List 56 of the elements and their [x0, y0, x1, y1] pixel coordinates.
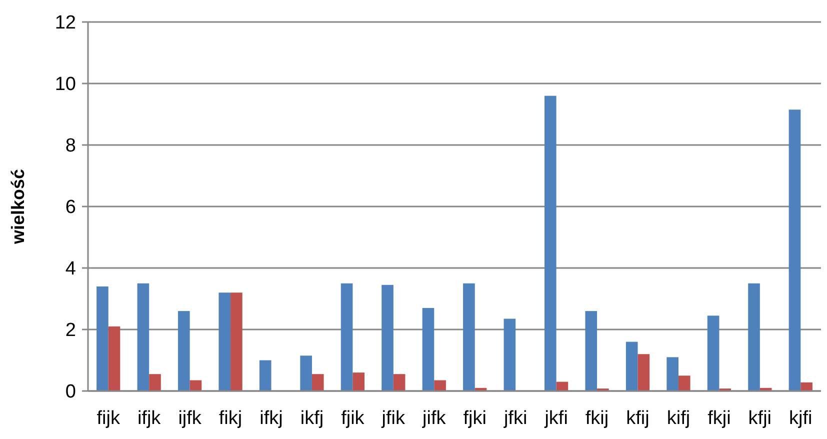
x-tick-label: fijk	[96, 408, 120, 429]
x-tick-label: ijfk	[178, 408, 202, 429]
bar	[463, 283, 475, 391]
y-tick-label: 4	[65, 258, 76, 280]
bar	[300, 356, 312, 391]
x-tick-label: ikfj	[300, 408, 324, 429]
bar	[638, 354, 650, 391]
y-tick-label: 2	[65, 320, 76, 342]
x-tick-label: jfik	[380, 408, 406, 429]
bar	[312, 374, 324, 391]
bar	[190, 380, 202, 391]
x-tick-label: ifjk	[137, 408, 162, 429]
bar	[137, 283, 150, 391]
bar	[96, 286, 108, 391]
bar	[800, 382, 812, 391]
x-tick-label: ifkj	[260, 408, 283, 429]
bar	[748, 283, 760, 391]
x-tick-label: fjik	[341, 408, 365, 429]
bar	[218, 292, 231, 391]
y-tick-label: 12	[54, 12, 76, 34]
bar	[434, 380, 446, 391]
x-tick-label: fkji	[708, 408, 731, 429]
bar	[544, 96, 556, 391]
y-tick-label: 6	[65, 197, 76, 218]
y-tick-label: 8	[65, 136, 76, 157]
y-axis-title: wielkość	[8, 168, 28, 246]
x-tick-label: jifk	[422, 408, 446, 429]
bar	[340, 283, 353, 391]
x-tick-label: kifj	[666, 408, 690, 429]
bar	[678, 376, 690, 391]
x-tick-label: jkfi	[544, 408, 568, 429]
x-tick-label: fkij	[585, 408, 609, 429]
x-tick-label: fjki	[463, 408, 486, 429]
bar	[393, 374, 406, 391]
bar	[382, 284, 394, 391]
bar	[230, 292, 242, 391]
x-tick-label: fikj	[218, 408, 242, 429]
y-tick-label: 0	[65, 382, 76, 403]
x-tick-label: kfij	[626, 408, 650, 429]
y-tick-label: 10	[54, 74, 76, 96]
x-tick-label: jfki	[502, 408, 528, 429]
x-tick-label: kjfi	[789, 408, 812, 429]
bar	[788, 110, 801, 391]
bar	[149, 374, 161, 391]
bar	[666, 357, 678, 391]
bar	[352, 372, 365, 391]
bar	[556, 382, 568, 391]
bar	[707, 316, 720, 391]
bar	[422, 308, 434, 391]
bar	[178, 311, 190, 391]
bar	[108, 326, 120, 391]
bar	[626, 342, 638, 391]
bar	[259, 360, 272, 391]
x-tick-label: kfji	[748, 408, 772, 429]
bar	[585, 311, 598, 391]
bar	[504, 318, 516, 391]
